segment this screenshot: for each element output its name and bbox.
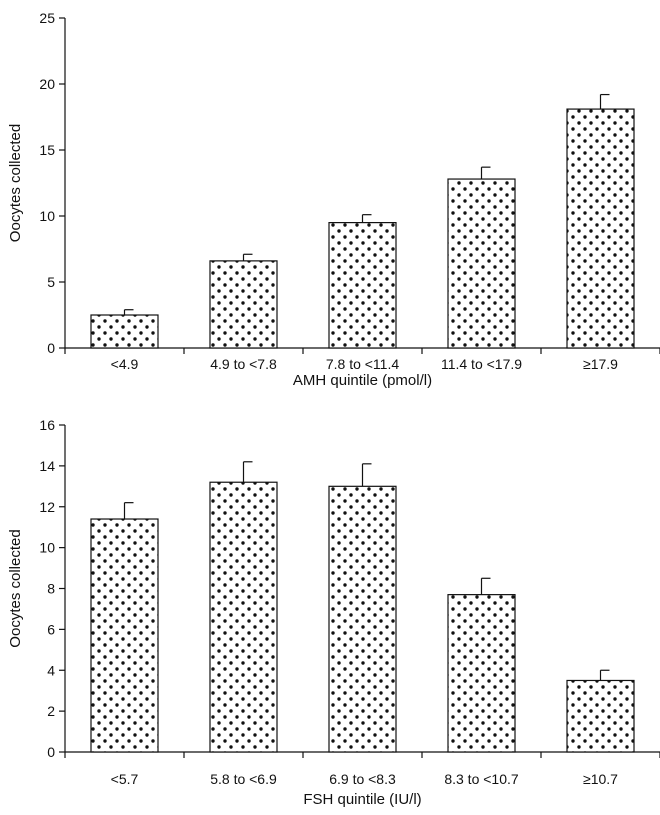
fsh-bar-1 (90, 518, 159, 753)
y-tick-label: 10 (39, 540, 55, 556)
y-tick-label: 16 (39, 417, 55, 433)
y-tick-label: 12 (39, 499, 55, 515)
fsh-x-axis-title: FSH quintile (IU/l) (303, 791, 421, 808)
fsh-chart-panel: 0 2 4 6 8 10 12 14 16 <5.7 5.8 to <6.9 6.9 to <8.3 8… (7, 417, 660, 808)
y-tick-label: 4 (47, 662, 55, 678)
fsh-category-label-1: <5.7 (111, 771, 139, 787)
fsh-category-label-4: 8.3 to <10.7 (444, 771, 519, 787)
y-tick-label: 8 (47, 581, 55, 597)
amh-bar-4 (447, 178, 516, 349)
y-tick-label: 0 (47, 744, 55, 760)
fsh-bar-3 (328, 485, 397, 753)
fsh-bar-4 (447, 594, 516, 753)
amh-category-label-2: 4.9 to <7.8 (210, 356, 277, 372)
amh-category-label-1: <4.9 (111, 356, 139, 372)
fsh-bar-2 (209, 481, 278, 753)
fsh-category-label-2: 5.8 to <6.9 (210, 771, 277, 787)
y-tick-label: 15 (39, 142, 55, 158)
fsh-bar-5 (566, 679, 635, 753)
fsh-category-label-5: ≥10.7 (583, 771, 618, 787)
y-tick-label: 2 (47, 703, 55, 719)
y-tick-label: 6 (47, 621, 55, 637)
y-tick-label: 5 (47, 274, 55, 290)
amh-category-label-3: 7.8 to <11.4 (326, 356, 400, 372)
amh-bar-3 (328, 222, 397, 349)
amh-category-label-5: ≥17.9 (583, 356, 618, 372)
y-tick-label: 25 (39, 10, 55, 26)
amh-bar-5 (566, 108, 635, 349)
amh-category-label-4: 11.4 to <17.9 (441, 356, 522, 372)
amh-bar-2 (209, 260, 278, 349)
amh-chart-panel: 0 5 10 15 20 25 <4.9 4.9 to <7.8 7.8 to <11.4 11.… (7, 10, 660, 389)
y-tick-label: 20 (39, 76, 55, 92)
amh-x-axis-title: AMH quintile (pmol/l) (293, 372, 432, 389)
fsh-category-label-3: 6.9 to <8.3 (329, 771, 396, 787)
amh-bar-1 (90, 314, 159, 349)
y-tick-label: 10 (39, 208, 55, 224)
y-tick-label: 0 (47, 340, 55, 356)
y-tick-label: 14 (39, 458, 55, 474)
fsh-y-axis-title: Oocytes collected (7, 529, 24, 647)
amh-y-axis-title: Oocytes collected (7, 124, 24, 242)
